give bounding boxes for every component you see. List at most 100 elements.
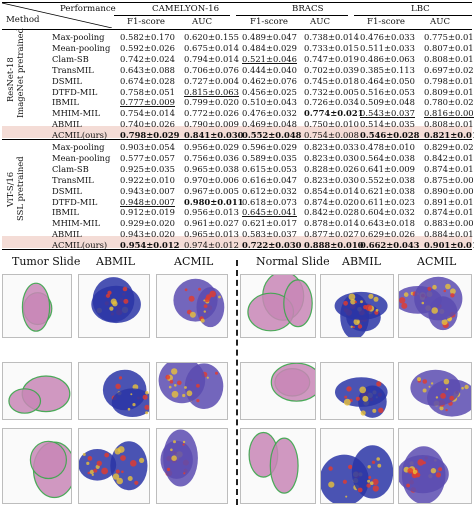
value-cell: 0.621±0.017 [242, 218, 297, 229]
value-cell: 0.484±0.029 [242, 42, 297, 53]
method-cell: MHIM-MIL [52, 108, 101, 119]
col-title-normal-slide: Normal Slide [256, 255, 330, 268]
col-title-acmil-left: ACMIL [174, 255, 214, 268]
method-cell: Mean-pooling [52, 42, 111, 53]
method-cell: Max-pooling [52, 32, 105, 42]
slide-thumbnail [240, 428, 316, 504]
value-cell: 0.943±0.007 [120, 185, 175, 196]
col-title-abmil-left: ABMIL [96, 255, 135, 268]
value-cell: 0.702±0.039 [304, 64, 359, 75]
metric-header: AUC [192, 17, 213, 27]
value-cell: 0.486±0.063 [360, 53, 415, 64]
method-cell: Mean-pooling [52, 152, 111, 163]
value-cell: 0.643±0.018 [360, 218, 415, 229]
value-cell: 0.509±0.048 [360, 97, 415, 108]
value-cell: 0.874±0.016 [424, 163, 474, 174]
value-cell: 0.552±0.048 [242, 130, 302, 141]
table-bottom-rule [2, 249, 472, 251]
value-cell: 0.722±0.030 [242, 240, 302, 251]
slide-thumbnail [2, 362, 72, 420]
value-cell: 0.948±0.007 [120, 196, 175, 207]
col-title-tumor-slide: Tumor Slide [12, 255, 81, 268]
slide-thumbnail [398, 428, 472, 504]
value-cell: 0.828±0.026 [304, 163, 359, 174]
slide-thumbnail [78, 428, 150, 504]
value-cell: 0.901±0.011 [424, 240, 474, 251]
value-cell: 0.943±0.020 [120, 229, 175, 240]
method-cell: Max-pooling [52, 142, 105, 152]
value-cell: 0.476±0.033 [360, 32, 415, 42]
method-cell: MHIM-MIL [52, 218, 101, 229]
value-cell: 0.954±0.012 [120, 240, 180, 251]
metric-header: F1-score [250, 17, 288, 27]
value-cell: 0.956±0.029 [184, 142, 239, 152]
dataset-rule [354, 15, 472, 16]
value-cell: 0.476±0.032 [242, 108, 297, 119]
value-cell: 0.592±0.026 [120, 42, 175, 53]
value-cell: 0.967±0.005 [184, 185, 239, 196]
value-cell: 0.754±0.008 [304, 130, 359, 141]
value-cell: 0.756±0.036 [184, 152, 239, 163]
value-cell: 0.616±0.047 [242, 174, 297, 185]
value-cell: 0.821±0.015 [424, 130, 474, 141]
value-cell: 0.877±0.027 [304, 229, 359, 240]
value-cell: 0.922±0.010 [120, 174, 175, 185]
value-cell: 0.740±0.026 [120, 119, 175, 130]
slide-thumbnail [2, 274, 72, 338]
value-cell: 0.890±0.003 [424, 185, 474, 196]
header-bottom-rule [2, 29, 472, 30]
value-cell: 0.564±0.038 [360, 152, 415, 163]
method-cell: DTFD-MIL [52, 196, 98, 207]
slide-thumbnail [156, 362, 228, 420]
slide-thumbnail [240, 274, 316, 338]
value-cell: 0.675±0.014 [184, 42, 239, 53]
results-table: Performance Method CAMELYON-16 BRACS LBC… [0, 0, 474, 252]
value-cell: 0.874±0.019 [424, 207, 474, 218]
value-cell: 0.883±0.008 [424, 218, 474, 229]
value-cell: 0.385±0.113 [360, 64, 415, 75]
header-method: Method [6, 15, 40, 25]
value-cell: 0.874±0.020 [304, 196, 359, 207]
metric-header: F1-score [367, 17, 405, 27]
value-cell: 0.621±0.038 [360, 185, 415, 196]
value-cell: 0.823±0.030 [304, 174, 359, 185]
value-cell: 0.829±0.023 [424, 142, 474, 152]
slide-thumbnail [398, 274, 472, 338]
value-cell: 0.903±0.054 [120, 142, 175, 152]
value-cell: 0.456±0.025 [242, 86, 297, 97]
value-cell: 0.462±0.076 [242, 75, 297, 86]
value-cell: 0.706±0.076 [184, 64, 239, 75]
value-cell: 0.629±0.026 [360, 229, 415, 240]
value-cell: 0.809±0.010 [424, 86, 474, 97]
method-cell: ABMIL [52, 229, 82, 240]
value-cell: 0.965±0.013 [184, 229, 239, 240]
value-cell: 0.891±0.013 [424, 196, 474, 207]
value-cell: 0.589±0.035 [242, 152, 297, 163]
header-diagonal [2, 3, 112, 28]
slide-thumbnail [78, 362, 150, 420]
value-cell: 0.774±0.021 [304, 108, 364, 119]
value-cell: 0.727±0.004 [184, 75, 239, 86]
metric-header: AUC [430, 17, 451, 27]
value-cell: 0.516±0.053 [360, 86, 415, 97]
acmil-highlight-band [2, 126, 472, 138]
value-cell: 0.643±0.088 [120, 64, 175, 75]
value-cell: 0.697±0.028 [424, 64, 474, 75]
value-cell: 0.808±0.013 [424, 119, 474, 130]
value-cell: 0.884±0.010 [424, 229, 474, 240]
value-cell: 0.775±0.010 [424, 32, 474, 42]
value-cell: 0.807±0.010 [424, 42, 474, 53]
dataset-header: BRACS [292, 4, 324, 14]
value-cell: 0.615±0.053 [242, 163, 297, 174]
value-cell: 0.974±0.012 [184, 240, 239, 251]
value-cell: 0.794±0.014 [184, 53, 239, 64]
value-cell: 0.726±0.034 [304, 97, 359, 108]
method-cell: DSMIL [52, 75, 82, 86]
value-cell: 0.754±0.014 [120, 108, 175, 119]
value-cell: 0.815±0.063 [184, 86, 239, 97]
value-cell: 0.842±0.028 [304, 207, 359, 218]
slide-thumbnail [320, 274, 394, 338]
group-label-resnet: ResNet-18 [5, 57, 15, 102]
value-cell: 0.641±0.009 [360, 163, 415, 174]
slide-thumbnail [320, 428, 394, 504]
